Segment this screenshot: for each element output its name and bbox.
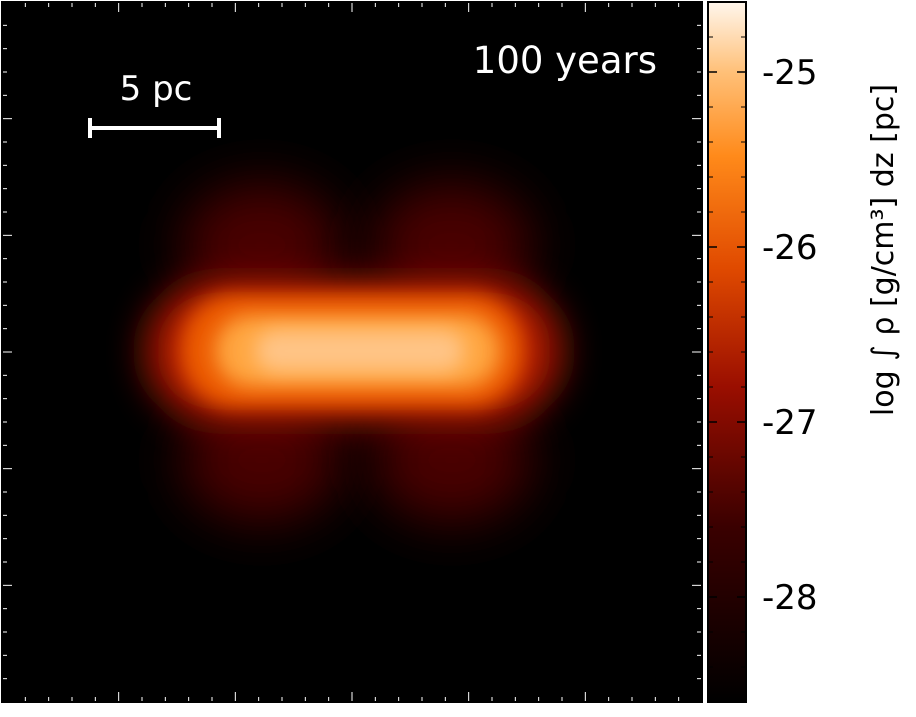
lobe-upper-left [182, 183, 342, 307]
colorbar-tick-label: -28 [762, 578, 818, 618]
colorbar-tick-label: -25 [762, 53, 818, 93]
colorbar-ticks: -25 -26 -27 -28 [708, 53, 818, 618]
colorbar: -25 -26 -27 -28 log ∫ ρ [g/cm³] dz [pc] [707, 1, 901, 703]
lobe-lower-left [182, 398, 342, 522]
map-frame [1, 1, 703, 703]
colorbar-label: log ∫ ρ [g/cm³] dz [pc] [866, 84, 901, 416]
density-map-panel [1, 1, 703, 703]
brightest-core [255, 330, 465, 372]
colorbar-tick-label: -26 [762, 228, 818, 268]
density-blob [145, 183, 563, 522]
time-annotation: 100 years [473, 39, 657, 82]
colorbar-tick-label: -27 [762, 403, 818, 443]
scale-bar: 5 pc [88, 69, 221, 138]
colorbar-frame [707, 1, 747, 703]
colorbar-gradient [708, 2, 746, 702]
lobe-upper-right [372, 183, 532, 307]
lobe-lower-right [372, 398, 532, 522]
scale-bar-label: 5 pc [120, 69, 193, 109]
